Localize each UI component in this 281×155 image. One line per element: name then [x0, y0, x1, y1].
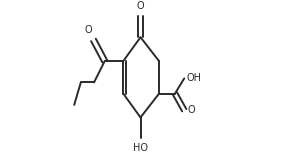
Text: O: O	[84, 25, 92, 35]
Text: O: O	[137, 1, 144, 11]
Text: HO: HO	[133, 143, 148, 153]
Text: O: O	[188, 105, 195, 115]
Text: OH: OH	[187, 73, 202, 83]
